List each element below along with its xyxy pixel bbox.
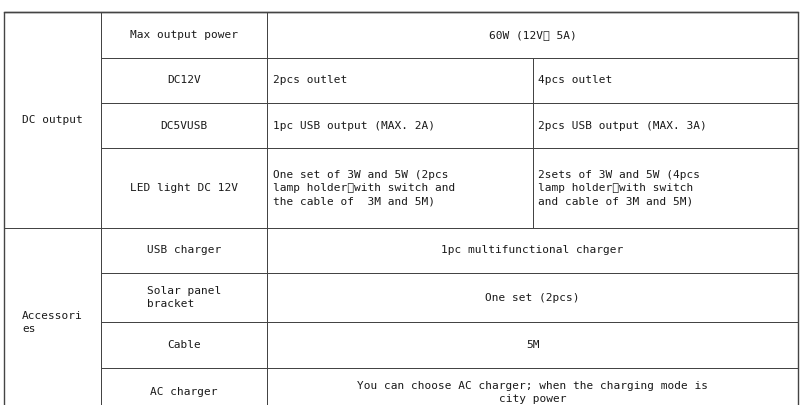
Bar (533, 58, 798, 103)
Bar (267, 148, 533, 228)
Text: You can choose AC charger; when the charging mode is
city power: You can choose AC charger; when the char… (357, 381, 708, 404)
Text: DC output: DC output (22, 115, 82, 125)
Text: Cable: Cable (167, 340, 201, 350)
Bar (267, 228, 798, 273)
Text: 4pcs outlet: 4pcs outlet (538, 75, 612, 85)
Bar (4, 228, 101, 405)
Bar (101, 273, 267, 322)
Bar (101, 12, 267, 58)
Text: 5M: 5M (526, 340, 539, 350)
Bar (533, 148, 798, 228)
Text: 1pc multifunctional charger: 1pc multifunctional charger (442, 245, 624, 255)
Text: One set of 3W and 5W (2pcs
lamp holder、with switch and
the cable of  3M and 5M): One set of 3W and 5W (2pcs lamp holder、w… (273, 170, 455, 206)
Bar (267, 103, 533, 148)
Bar (267, 368, 798, 405)
Text: DC5VUSB: DC5VUSB (161, 121, 208, 130)
Bar (267, 58, 533, 103)
Text: 60W (12V、 5A): 60W (12V、 5A) (489, 30, 577, 40)
Text: Accessori
es: Accessori es (22, 311, 82, 334)
Text: One set (2pcs): One set (2pcs) (486, 293, 580, 303)
Text: Max output power: Max output power (130, 30, 238, 40)
Text: AC charger: AC charger (150, 388, 218, 397)
Bar (267, 12, 798, 58)
Bar (101, 148, 267, 228)
Text: 2sets of 3W and 5W (4pcs
lamp holder、with switch
and cable of 3M and 5M): 2sets of 3W and 5W (4pcs lamp holder、wit… (538, 170, 700, 206)
Text: 1pc USB output (MAX. 2A): 1pc USB output (MAX. 2A) (273, 121, 435, 130)
Text: DC12V: DC12V (167, 75, 201, 85)
Text: 2pcs outlet: 2pcs outlet (273, 75, 347, 85)
Text: 2pcs USB output (MAX. 3A): 2pcs USB output (MAX. 3A) (538, 121, 707, 130)
Text: LED light DC 12V: LED light DC 12V (130, 183, 238, 193)
Bar (101, 228, 267, 273)
Bar (533, 103, 798, 148)
Bar (267, 273, 798, 322)
Text: USB charger: USB charger (147, 245, 222, 255)
Bar (4, 12, 101, 228)
Bar (101, 103, 267, 148)
Bar (101, 368, 267, 405)
Bar (267, 322, 798, 368)
Bar (101, 322, 267, 368)
Bar (101, 58, 267, 103)
Text: Solar panel
bracket: Solar panel bracket (147, 286, 222, 309)
